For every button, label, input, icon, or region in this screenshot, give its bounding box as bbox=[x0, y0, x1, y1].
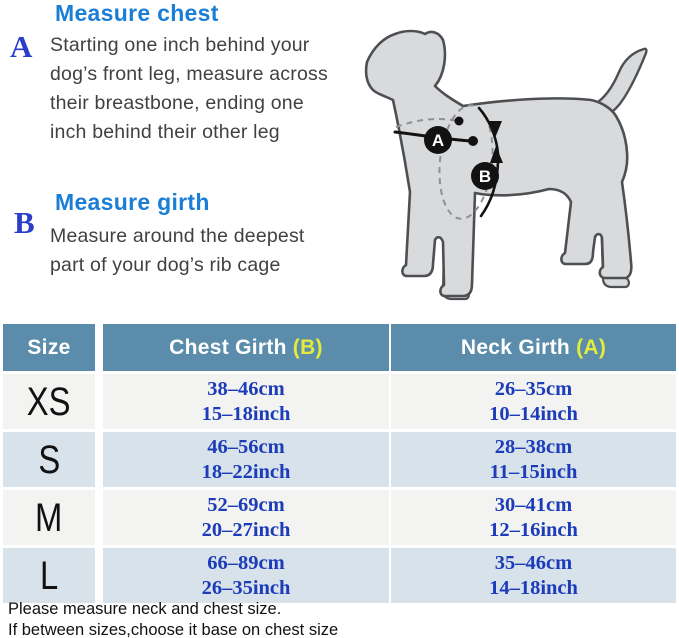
arrow-down-icon bbox=[489, 121, 502, 138]
chest-cell: 46–56cm 18–22inch bbox=[103, 432, 389, 487]
table-row-xs: XS 38–46cm 15–18inch 26–35cm 10–14inch bbox=[3, 374, 676, 429]
neck-tag-a: (A) bbox=[576, 335, 607, 359]
neck-cell: 28–38cm 11–15inch bbox=[391, 432, 676, 487]
table-row-l: L 66–89cm 26–35inch 35–46cm 14–18inch bbox=[3, 548, 676, 603]
footer-note: Please measure neck and chest size. If b… bbox=[8, 599, 338, 638]
size-table: Size Chest Girth (B) Neck Girth (A) XS 3… bbox=[3, 324, 676, 606]
column-separator bbox=[389, 324, 391, 371]
column-gap bbox=[95, 324, 103, 371]
neck-dashed-line bbox=[395, 118, 458, 128]
neck-cell: 26–35cm 10–14inch bbox=[391, 374, 676, 429]
header-chest-girth: Chest Girth (B) bbox=[103, 324, 389, 371]
size-label: XS bbox=[27, 379, 71, 424]
label-letter-b: B bbox=[14, 205, 35, 240]
badge-b-label: B bbox=[479, 167, 491, 186]
footer-line-1: Please measure neck and chest size. bbox=[8, 600, 282, 618]
neck-cell: 35–46cm 14–18inch bbox=[391, 548, 676, 603]
chest-tag-b: (B) bbox=[292, 335, 323, 359]
header-size: Size bbox=[3, 324, 95, 371]
measure-dot-right bbox=[468, 136, 478, 146]
chest-cell: 66–89cm 26–35inch bbox=[103, 548, 389, 603]
arrow-up-icon bbox=[490, 146, 503, 163]
footer-line-2: If between sizes,choose it base on chest… bbox=[8, 620, 339, 638]
badge-a bbox=[424, 126, 452, 154]
size-table-header-row: Size Chest Girth (B) Neck Girth (A) bbox=[3, 324, 676, 371]
chest-cell: 38–46cm 15–18inch bbox=[103, 374, 389, 429]
label-letter-a: A bbox=[10, 29, 33, 64]
chest-cell: 52–69cm 20–27inch bbox=[103, 490, 389, 545]
dog-diagram-svg: A B bbox=[364, 29, 648, 301]
badge-a-label: A bbox=[432, 131, 444, 150]
measure-chest-heading: Measure chest bbox=[55, 0, 219, 26]
size-label: M bbox=[35, 495, 63, 540]
dog-measurement-diagram: A B bbox=[333, 0, 679, 318]
table-row-m: M 52–69cm 20–27inch 30–41cm 12–16inch bbox=[3, 490, 676, 545]
table-row-s: S 46–56cm 18–22inch 28–38cm 11–15inch bbox=[3, 432, 676, 487]
measure-dot-top bbox=[454, 116, 464, 126]
header-neck-girth: Neck Girth (A) bbox=[391, 324, 676, 371]
badge-b bbox=[471, 162, 499, 190]
dog-tail bbox=[593, 47, 648, 118]
measure-girth-heading: Measure girth bbox=[55, 189, 210, 215]
measure-girth-text: Measure around the deepest part of your … bbox=[50, 225, 305, 276]
neck-cell: 30–41cm 12–16inch bbox=[391, 490, 676, 545]
size-label: L bbox=[39, 553, 59, 598]
measure-chest-text: Starting one inch behind your dog’s fron… bbox=[50, 34, 328, 143]
size-label: S bbox=[38, 437, 60, 482]
